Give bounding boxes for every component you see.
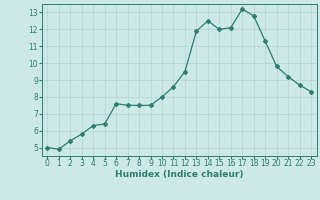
X-axis label: Humidex (Indice chaleur): Humidex (Indice chaleur) bbox=[115, 170, 244, 179]
